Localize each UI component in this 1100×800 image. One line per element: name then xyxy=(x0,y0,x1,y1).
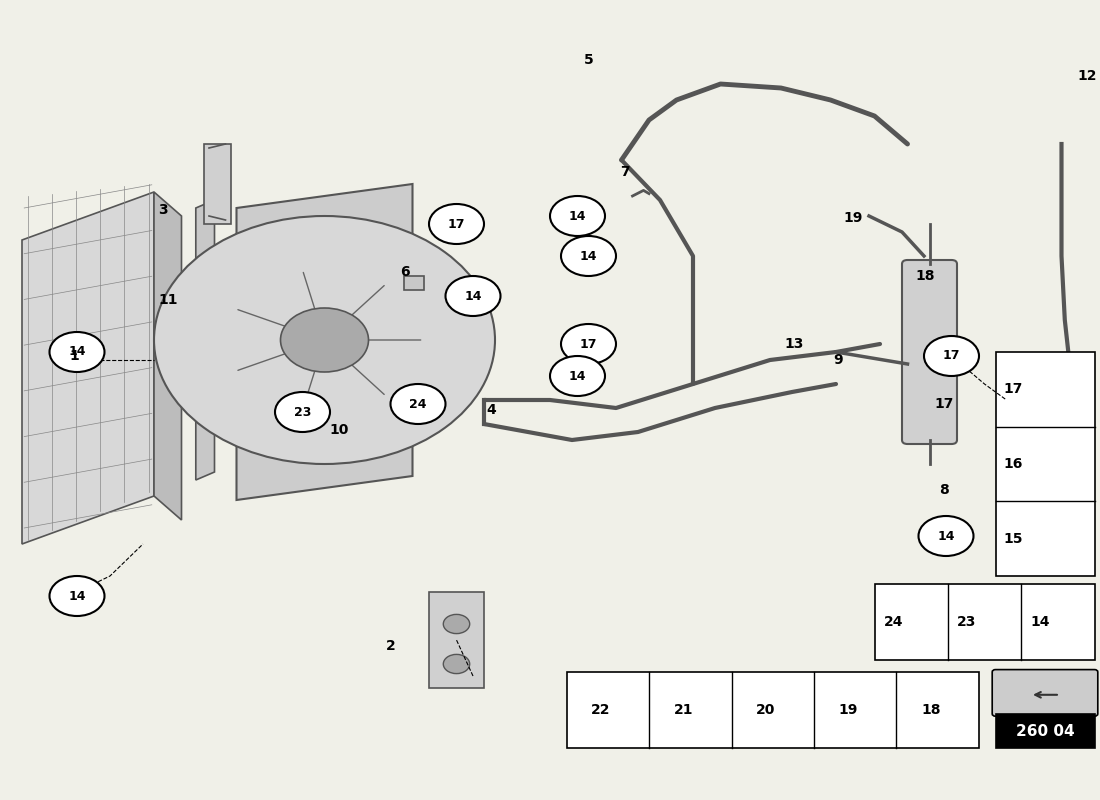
Polygon shape xyxy=(204,144,231,224)
Text: 14: 14 xyxy=(464,290,482,302)
Text: 14: 14 xyxy=(937,530,955,542)
Text: 14: 14 xyxy=(569,370,586,382)
Text: 3: 3 xyxy=(158,203,167,218)
FancyBboxPatch shape xyxy=(996,714,1094,748)
Text: 7: 7 xyxy=(620,165,629,179)
Circle shape xyxy=(154,216,495,464)
Text: 14: 14 xyxy=(569,210,586,222)
Text: 17: 17 xyxy=(943,350,960,362)
Text: 6: 6 xyxy=(400,265,409,279)
Text: 18: 18 xyxy=(922,703,940,717)
Polygon shape xyxy=(154,192,182,520)
Circle shape xyxy=(50,332,104,372)
Circle shape xyxy=(924,336,979,376)
Text: 19: 19 xyxy=(844,211,864,226)
Circle shape xyxy=(443,654,470,674)
Text: 1: 1 xyxy=(70,349,79,363)
Circle shape xyxy=(443,614,470,634)
Text: 22: 22 xyxy=(592,703,611,717)
Polygon shape xyxy=(429,592,484,688)
Text: 20: 20 xyxy=(757,703,776,717)
Text: 8: 8 xyxy=(939,483,948,498)
FancyBboxPatch shape xyxy=(902,260,957,444)
Polygon shape xyxy=(236,184,412,500)
Circle shape xyxy=(275,392,330,432)
Circle shape xyxy=(550,196,605,236)
Text: 24: 24 xyxy=(409,398,427,410)
Circle shape xyxy=(918,516,974,556)
Text: 260 04: 260 04 xyxy=(1015,724,1075,738)
Text: 14: 14 xyxy=(580,250,597,262)
Text: 17: 17 xyxy=(448,218,465,230)
FancyBboxPatch shape xyxy=(874,584,1094,660)
Text: 12: 12 xyxy=(1077,69,1097,83)
Circle shape xyxy=(561,236,616,276)
Circle shape xyxy=(50,576,104,616)
Text: 13: 13 xyxy=(784,337,804,351)
Polygon shape xyxy=(22,192,154,544)
Text: 14: 14 xyxy=(68,346,86,358)
Text: 15: 15 xyxy=(1003,532,1023,546)
Text: 4: 4 xyxy=(487,403,496,418)
Text: 21: 21 xyxy=(673,703,693,717)
Text: 5: 5 xyxy=(584,53,593,67)
Text: 9: 9 xyxy=(834,353,843,367)
Text: 10: 10 xyxy=(329,422,349,437)
Polygon shape xyxy=(196,200,214,480)
Text: 17: 17 xyxy=(934,397,954,411)
Text: 23: 23 xyxy=(957,615,977,629)
FancyBboxPatch shape xyxy=(992,670,1098,716)
FancyBboxPatch shape xyxy=(996,352,1094,576)
Text: 16: 16 xyxy=(1003,457,1023,471)
Text: 2: 2 xyxy=(386,638,395,653)
Text: 14: 14 xyxy=(68,590,86,602)
Circle shape xyxy=(390,384,446,424)
Text: 14: 14 xyxy=(1031,615,1049,629)
Circle shape xyxy=(561,324,616,364)
Text: 23: 23 xyxy=(294,406,311,418)
Text: 17: 17 xyxy=(580,338,597,350)
Circle shape xyxy=(550,356,605,396)
Text: 19: 19 xyxy=(839,703,858,717)
Text: 24: 24 xyxy=(883,615,903,629)
Circle shape xyxy=(446,276,501,316)
Text: 17: 17 xyxy=(1003,382,1023,396)
FancyBboxPatch shape xyxy=(566,672,979,748)
Circle shape xyxy=(280,308,368,372)
Circle shape xyxy=(429,204,484,244)
Text: 18: 18 xyxy=(915,269,935,283)
Polygon shape xyxy=(404,276,424,290)
Text: 11: 11 xyxy=(158,293,178,307)
